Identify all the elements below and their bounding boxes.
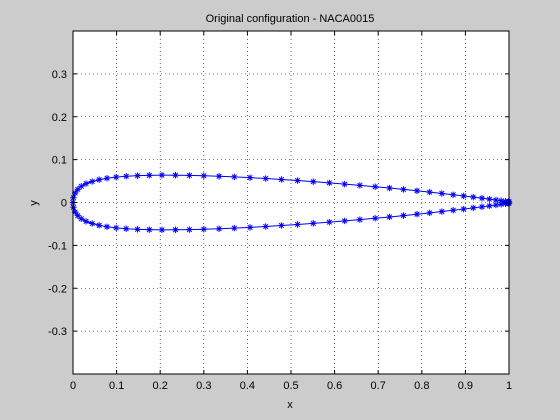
y-tick-label: 0 [61, 198, 67, 210]
data-point [246, 224, 254, 231]
data-point [231, 173, 238, 181]
data-point [215, 225, 223, 232]
data-point [356, 216, 364, 223]
data-point [78, 215, 85, 222]
data-point [262, 223, 269, 230]
data-point [146, 172, 153, 179]
x-tick-label: 1 [506, 380, 512, 392]
data-point [82, 180, 90, 187]
x-tick-label: 0.6 [327, 380, 342, 392]
y-tick-label: -0.2 [48, 283, 67, 295]
x-axis-title: x [287, 399, 293, 411]
data-point [103, 223, 111, 230]
data-point [278, 222, 285, 229]
data-point [310, 178, 317, 185]
y-axis-title: y [28, 200, 40, 206]
data-point [326, 218, 333, 226]
data-point [470, 204, 477, 212]
x-tick-label: 0.3 [196, 380, 211, 392]
x-tick-label: 0.2 [153, 380, 168, 392]
data-point [341, 180, 348, 188]
y-tick-label: -0.1 [48, 240, 67, 252]
data-point [413, 187, 421, 194]
data-point [371, 215, 379, 222]
data-point [246, 174, 254, 181]
data-point [356, 182, 364, 189]
data-point [294, 177, 301, 184]
data-point [413, 211, 421, 218]
y-tick-label: 0.2 [52, 112, 67, 124]
data-point [426, 188, 433, 196]
data-point [478, 203, 486, 211]
y-tick-label: 0.3 [52, 69, 67, 81]
data-point [449, 191, 457, 198]
data-point [172, 171, 179, 179]
y-tick-label: 0.1 [52, 155, 67, 167]
data-point [278, 176, 285, 183]
data-point [294, 221, 301, 228]
x-tick-label: 0.7 [371, 380, 386, 392]
x-tick-label: 0.4 [240, 380, 255, 392]
data-point [112, 224, 120, 232]
data-point [460, 192, 467, 200]
data-point [95, 222, 103, 229]
data-point [449, 207, 457, 214]
y-tick-labels: -0.3 -0.2 -0.1 0 0.1 0.2 0.3 [48, 69, 67, 338]
data-point [341, 217, 348, 225]
data-point [103, 175, 111, 182]
data-point [134, 226, 141, 233]
data-point [478, 194, 486, 202]
data-point [326, 179, 333, 187]
data-point [200, 172, 207, 179]
data-point [186, 226, 193, 233]
data-point [158, 226, 166, 234]
data-point [158, 171, 166, 179]
y-tick-label: -0.3 [48, 326, 67, 338]
data-point [470, 193, 477, 201]
x-tick-labels: 0 0.1 0.2 0.3 0.4 0.5 0.6 0.7 0.8 0.9 1 [70, 380, 512, 392]
data-point [146, 226, 153, 233]
data-point [122, 225, 130, 232]
grid-lines [73, 31, 509, 374]
data-point [122, 173, 130, 180]
data-point [371, 183, 379, 190]
data-point [426, 209, 433, 217]
data-point [134, 172, 141, 179]
data-point [438, 208, 446, 215]
data-point [460, 205, 467, 213]
x-tick-label: 0.9 [458, 380, 473, 392]
data-point [231, 224, 238, 232]
data-point [82, 218, 90, 225]
data-point [497, 201, 505, 208]
data-point [200, 226, 207, 233]
x-tick-label: 0.1 [109, 380, 124, 392]
x-tick-label: 0.8 [414, 380, 429, 392]
data-point [112, 173, 120, 181]
data-point [438, 190, 446, 197]
plot-area [73, 31, 509, 374]
chart-title: Original configuration - NACA0015 [206, 13, 375, 25]
x-tick-label: 0 [70, 380, 76, 392]
data-point [386, 213, 393, 221]
data-point [95, 176, 103, 183]
data-point [310, 220, 317, 227]
data-point [71, 189, 79, 197]
data-point [172, 226, 179, 234]
data-point [186, 172, 193, 179]
data-point [386, 184, 393, 192]
x-tick-label: 0.5 [283, 380, 298, 392]
data-point [400, 212, 407, 219]
data-point [492, 201, 500, 209]
data-point [262, 175, 269, 182]
data-point [486, 202, 493, 210]
data-point [88, 220, 96, 227]
tick-marks [72, 31, 510, 374]
data-point [486, 195, 493, 203]
data-point [88, 178, 96, 185]
data-point [74, 186, 81, 193]
data-point [215, 173, 223, 180]
data-point [400, 186, 407, 193]
